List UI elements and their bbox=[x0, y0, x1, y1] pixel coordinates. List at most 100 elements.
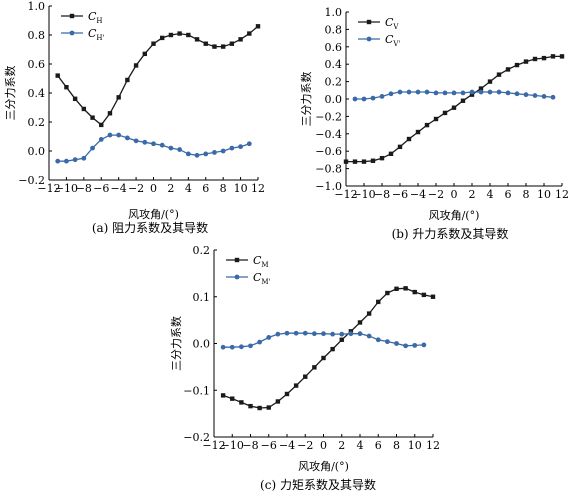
y-tick-label: −0.8 bbox=[315, 163, 342, 176]
data-point-square bbox=[406, 136, 412, 142]
y-tick-label: 0.2 bbox=[325, 76, 343, 89]
data-point-circle bbox=[388, 91, 394, 97]
legend-subscript: H bbox=[96, 17, 102, 25]
data-point-circle bbox=[72, 157, 78, 163]
x-tick-label: 12 bbox=[555, 188, 569, 201]
data-point-circle bbox=[469, 89, 475, 95]
data-point-square bbox=[266, 405, 271, 410]
legend-subscript: V' bbox=[392, 40, 400, 48]
subfigure-caption: (a) 阻力系数及其导数 bbox=[92, 220, 208, 235]
legend-marker-circle bbox=[366, 36, 372, 42]
data-point-circle bbox=[311, 331, 317, 337]
data-point-square bbox=[284, 391, 290, 397]
x-tick-label: −6 bbox=[392, 188, 408, 201]
data-point-circle bbox=[460, 90, 466, 96]
legend-subscript: H' bbox=[96, 34, 104, 42]
data-point-circle bbox=[433, 90, 439, 96]
data-point-square bbox=[370, 158, 376, 163]
y-tick-label: −0.1 bbox=[183, 384, 210, 397]
y-axis-label: 三分力系数 bbox=[170, 316, 183, 371]
data-point-circle bbox=[203, 151, 209, 157]
data-point-circle bbox=[238, 144, 243, 150]
x-tick-label: −12 bbox=[37, 182, 60, 195]
data-point-circle bbox=[266, 335, 272, 340]
data-point-square bbox=[478, 86, 484, 91]
data-point-circle bbox=[330, 331, 336, 337]
chart-lift-coefficient: −12−10−8 −6 −4 −2 0 2 4 6 8 10 12 −1.0 −0.8 −0.6 −0.4 −… bbox=[300, 6, 569, 241]
x-tick-label: −6 bbox=[93, 182, 109, 195]
legend-subscript: M' bbox=[261, 278, 270, 286]
data-point-circle bbox=[116, 132, 122, 138]
data-point-square bbox=[177, 31, 182, 36]
data-point-circle bbox=[64, 158, 69, 164]
data-point-circle bbox=[159, 142, 165, 148]
data-point-square bbox=[248, 403, 253, 409]
data-point-circle bbox=[370, 95, 376, 101]
data-point-circle bbox=[421, 342, 427, 348]
y-tick-label: −0.4 bbox=[315, 128, 342, 141]
y-tick-label: −1.0 bbox=[315, 180, 342, 193]
data-point-circle bbox=[532, 93, 538, 98]
legend-label: CV bbox=[385, 16, 399, 31]
x-tick-label: −2 bbox=[297, 439, 313, 452]
y-tick-label: −0.6 bbox=[315, 145, 342, 158]
data-point-circle bbox=[185, 151, 191, 157]
x-tick-label: −2 bbox=[128, 182, 144, 195]
subfigure-caption: (b) 升力系数及其导数 bbox=[392, 226, 509, 241]
data-point-circle bbox=[352, 96, 358, 102]
legend-label: CH bbox=[88, 10, 103, 25]
data-point-circle bbox=[424, 89, 430, 95]
x-tick-label: −2 bbox=[428, 188, 444, 201]
x-tick-label: −10 bbox=[221, 439, 244, 452]
y-axis-label: 三分力系数 bbox=[300, 72, 313, 127]
data-point-circle bbox=[541, 93, 547, 99]
x-tick-label: 8 bbox=[523, 188, 530, 201]
x-tick-label: 4 bbox=[185, 182, 192, 195]
data-point-circle bbox=[550, 94, 556, 100]
data-point-circle bbox=[142, 139, 148, 145]
data-point-square bbox=[239, 400, 244, 405]
y-tick-label: 0.8 bbox=[28, 29, 46, 42]
data-point-square bbox=[257, 405, 262, 411]
y-tick-label: 0.8 bbox=[325, 23, 343, 36]
x-tick-label: 2 bbox=[167, 182, 174, 195]
data-point-circle bbox=[394, 341, 399, 346]
data-point-circle bbox=[177, 147, 183, 152]
data-point-circle bbox=[357, 331, 363, 337]
data-point-circle bbox=[348, 331, 354, 337]
x-axis-label: 风攻角/(°) bbox=[128, 207, 179, 221]
data-point-circle bbox=[514, 91, 520, 97]
x-tick-label: −12 bbox=[334, 188, 357, 201]
data-point-circle bbox=[302, 330, 308, 336]
x-axis-label: 风攻角/(°) bbox=[298, 459, 349, 473]
y-tick-label: −0.2 bbox=[315, 110, 342, 123]
data-point-circle bbox=[487, 89, 493, 95]
data-point-square bbox=[385, 290, 390, 296]
chart-drag-coefficient: −12−10−8 −6 −4 −2 0 2 4 6 8 10 12 −0.2 0.0 0.2 0.4 0.6 0… bbox=[4, 0, 265, 235]
x-tick-label: 8 bbox=[393, 439, 400, 452]
y-tick-label: 0.2 bbox=[28, 116, 46, 129]
data-point-circle bbox=[220, 148, 226, 154]
x-tick-label: −8 bbox=[374, 188, 390, 201]
data-point-circle bbox=[229, 344, 235, 350]
data-point-square bbox=[460, 98, 466, 103]
data-point-circle bbox=[379, 93, 385, 99]
data-point-square bbox=[343, 159, 349, 164]
data-point-square bbox=[186, 32, 191, 38]
data-point-circle bbox=[478, 89, 484, 95]
y-axis-label: 三分力系数 bbox=[4, 66, 17, 121]
y-tick-label: 0.1 bbox=[193, 291, 211, 304]
data-point-circle bbox=[248, 343, 253, 349]
legend-label: CV' bbox=[385, 33, 400, 48]
data-point-square bbox=[442, 110, 448, 116]
data-point-square bbox=[303, 374, 308, 379]
data-point-square bbox=[247, 31, 252, 36]
data-point-square bbox=[220, 44, 226, 49]
x-tick-label: 4 bbox=[487, 188, 494, 201]
data-point-square bbox=[532, 56, 538, 62]
data-point-circle bbox=[257, 339, 263, 345]
x-tick-label: −8 bbox=[76, 182, 92, 195]
data-point-square bbox=[421, 292, 427, 298]
data-point-circle bbox=[415, 89, 421, 95]
